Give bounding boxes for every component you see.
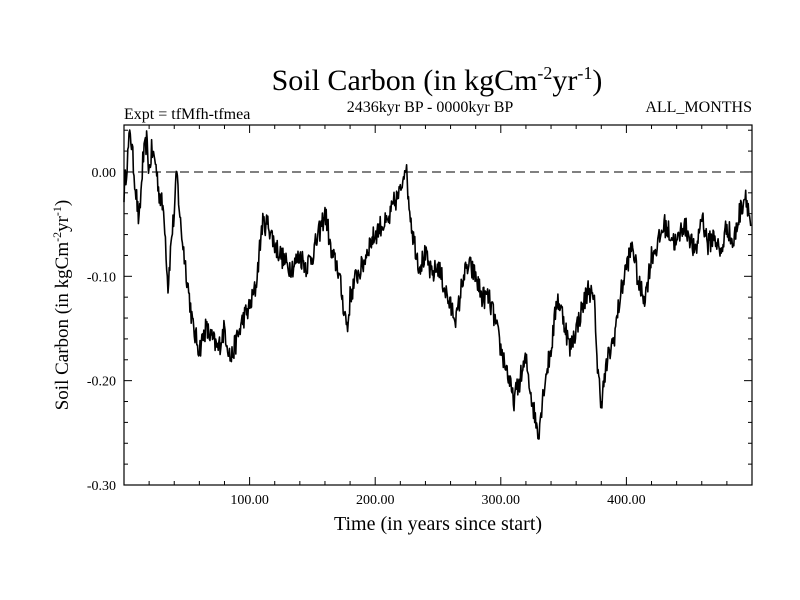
x-axis-ticks: 100.00 200.00 300.00 400.00 xyxy=(148,125,728,508)
y-tick-label: -0.20 xyxy=(87,375,116,390)
x-tick-label: 400.00 xyxy=(607,493,646,508)
soil-carbon-series-line xyxy=(123,129,752,440)
experiment-label: Expt = tfMfh-tfmea xyxy=(124,106,250,123)
chart-title: Soil Carbon (in kgCm-2yr-1) xyxy=(272,63,603,97)
plot-frame xyxy=(123,124,753,486)
x-axis-label: Time (in years since start) xyxy=(334,513,542,535)
x-tick-label: 300.00 xyxy=(482,493,521,508)
months-label: ALL_MONTHS xyxy=(645,99,752,116)
y-axis-ticks: 0.00 -0.10 -0.20 -0.30 xyxy=(87,129,752,494)
period-label: 2436kyr BP - 0000kyr BP xyxy=(347,99,514,116)
y-tick-label: -0.30 xyxy=(87,479,116,494)
y-tick-label: -0.10 xyxy=(87,270,116,285)
y-axis-label: Soil Carbon (in kgCm-2yr-1) xyxy=(50,200,73,411)
x-tick-label: 100.00 xyxy=(230,493,269,508)
y-tick-label: 0.00 xyxy=(92,166,117,181)
x-tick-label: 200.00 xyxy=(356,493,395,508)
